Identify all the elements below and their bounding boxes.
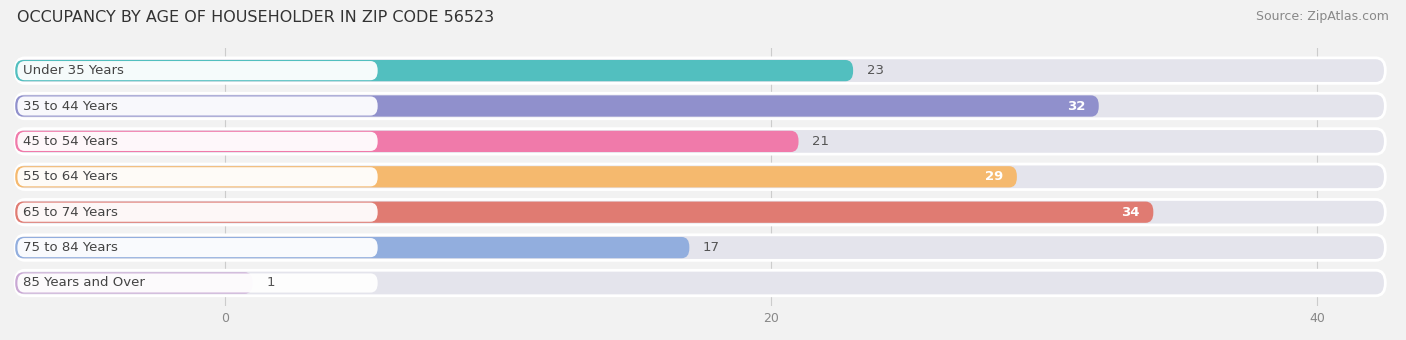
Text: 23: 23 [866,64,884,77]
Text: 45 to 54 Years: 45 to 54 Years [24,135,118,148]
FancyBboxPatch shape [17,97,378,116]
Text: OCCUPANCY BY AGE OF HOUSEHOLDER IN ZIP CODE 56523: OCCUPANCY BY AGE OF HOUSEHOLDER IN ZIP C… [17,10,494,25]
Text: 17: 17 [703,241,720,254]
Text: 35 to 44 Years: 35 to 44 Years [24,100,118,113]
FancyBboxPatch shape [15,93,1385,119]
Text: 55 to 64 Years: 55 to 64 Years [24,170,118,183]
FancyBboxPatch shape [15,60,853,81]
FancyBboxPatch shape [17,167,378,186]
Text: 1: 1 [266,276,274,289]
Text: 65 to 74 Years: 65 to 74 Years [24,206,118,219]
FancyBboxPatch shape [15,166,1017,187]
FancyBboxPatch shape [17,132,378,151]
FancyBboxPatch shape [15,96,1098,117]
FancyBboxPatch shape [15,131,799,152]
FancyBboxPatch shape [15,164,1385,189]
Text: 85 Years and Over: 85 Years and Over [24,276,145,289]
Text: 34: 34 [1121,206,1140,219]
Text: Under 35 Years: Under 35 Years [24,64,124,77]
FancyBboxPatch shape [17,273,378,292]
FancyBboxPatch shape [15,272,253,294]
Text: 75 to 84 Years: 75 to 84 Years [24,241,118,254]
FancyBboxPatch shape [17,238,378,257]
FancyBboxPatch shape [15,237,689,258]
FancyBboxPatch shape [15,270,1385,296]
FancyBboxPatch shape [15,200,1385,225]
FancyBboxPatch shape [15,58,1385,83]
FancyBboxPatch shape [15,235,1385,260]
Text: 29: 29 [986,170,1004,183]
Text: 32: 32 [1067,100,1085,113]
FancyBboxPatch shape [17,61,378,80]
FancyBboxPatch shape [15,129,1385,154]
FancyBboxPatch shape [15,202,1153,223]
Text: Source: ZipAtlas.com: Source: ZipAtlas.com [1256,10,1389,23]
FancyBboxPatch shape [17,203,378,222]
Text: 21: 21 [813,135,830,148]
